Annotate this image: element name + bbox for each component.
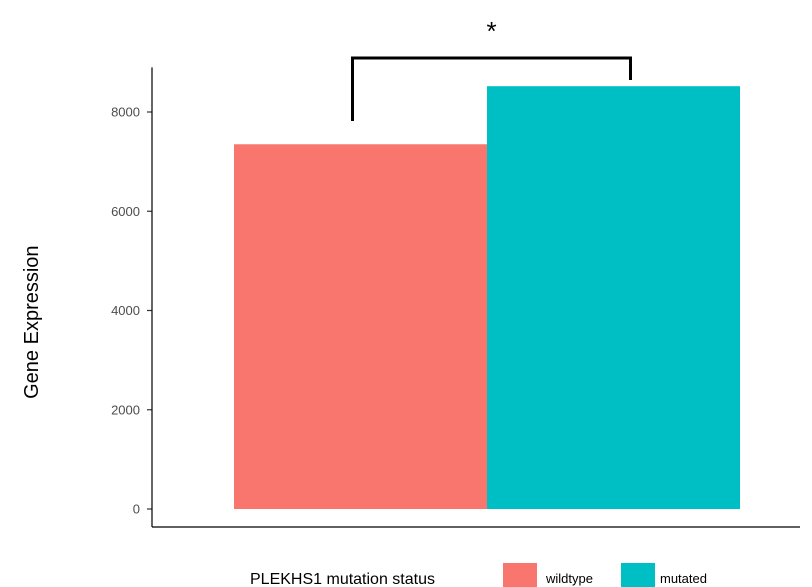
y-tick-label-0: 0 (133, 502, 140, 517)
y-tick-label-8000: 8000 (111, 105, 140, 120)
bar-wildtype (234, 144, 487, 509)
y-tick-label-6000: 6000 (111, 204, 140, 219)
legend-label-mutated: mutated (660, 571, 707, 586)
legend-title: PLEKHS1 mutation status (250, 571, 435, 587)
legend-key-mutated (621, 563, 655, 587)
significance-star: * (486, 16, 496, 46)
y-tick-label-2000: 2000 (111, 402, 140, 417)
legend-label-wildtype: wildtype (545, 571, 593, 586)
significance-bracket (351, 56, 632, 121)
y-axis-ticks: 0 2000 4000 6000 8000 (111, 105, 152, 517)
bar-mutated (487, 86, 740, 509)
legend: PLEKHS1 mutation status wildtype mutated (250, 563, 707, 587)
bars (234, 86, 740, 509)
y-tick-label-4000: 4000 (111, 303, 140, 318)
legend-key-wildtype (503, 563, 537, 587)
y-axis-title: Gene Expression (21, 245, 43, 398)
